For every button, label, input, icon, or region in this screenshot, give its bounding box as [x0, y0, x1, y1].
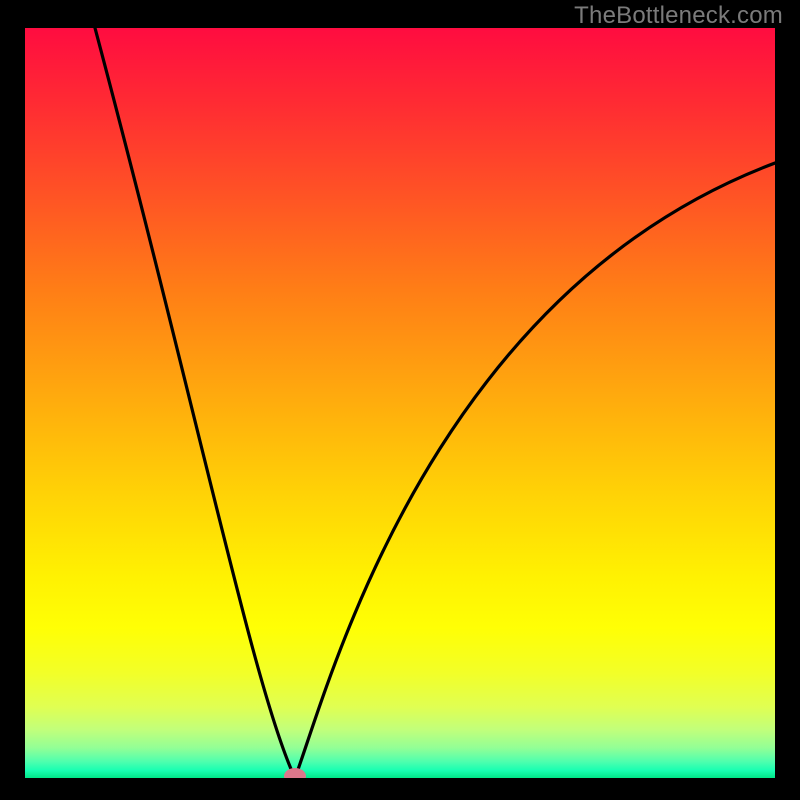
plot-area [25, 28, 775, 778]
watermark-text: TheBottleneck.com [574, 2, 783, 30]
bottleneck-curve [25, 28, 775, 778]
vertex-marker [284, 768, 306, 778]
chart-container: TheBottleneck.com [0, 0, 800, 800]
